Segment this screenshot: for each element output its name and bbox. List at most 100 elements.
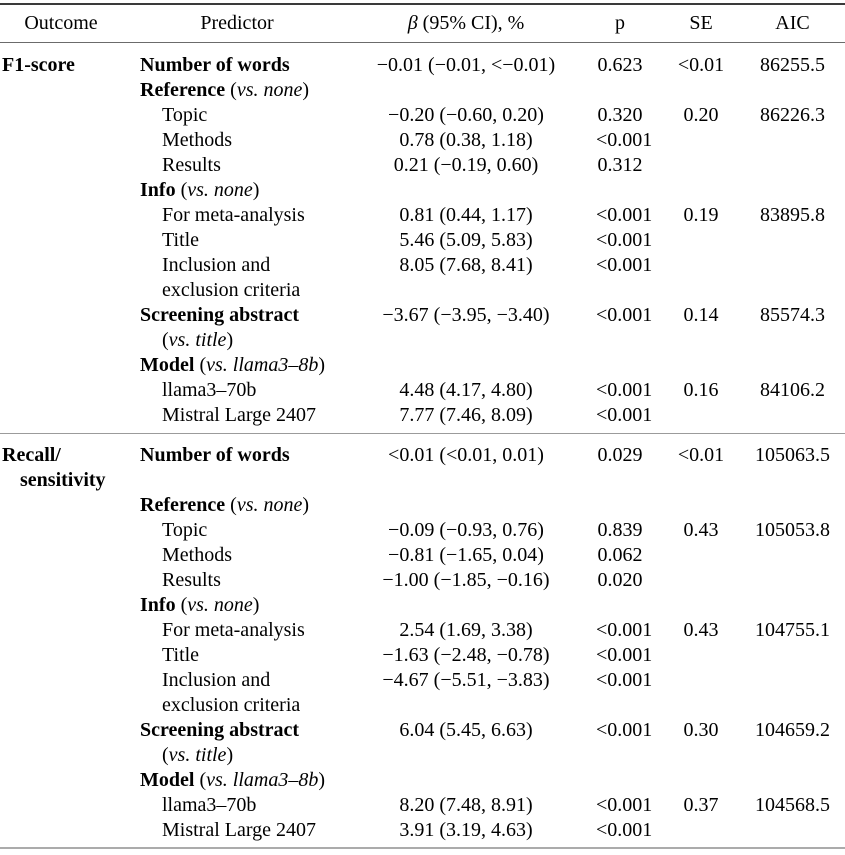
table-row: Inclusion and −4.67 (−5.51, −3.83) <0.001 xyxy=(0,668,845,693)
beta-ci-cell: 8.05 (7.68, 8.41) xyxy=(399,254,533,276)
table-row: Reference (vs. none) xyxy=(0,493,845,518)
predictor-cell: (vs. title) xyxy=(162,329,234,351)
aic-cell xyxy=(749,543,836,568)
predictor-cell: Reference (vs. none) xyxy=(140,79,310,101)
outcome-cell xyxy=(0,518,138,543)
beta-ci-cell: −1.63 (−2.48, −0.78) xyxy=(382,644,550,666)
aic-cell xyxy=(749,178,836,203)
p-value-cell: 0.623 xyxy=(597,54,643,76)
predictor-cell: Mistral Large 2407 xyxy=(162,819,317,841)
beta-ci-cell xyxy=(336,353,596,378)
beta-ci-cell: −0.81 (−1.65, 0.04) xyxy=(388,544,544,566)
table-rule-top xyxy=(0,3,845,5)
aic-cell xyxy=(749,353,836,378)
outcome-cell: Recall/ xyxy=(2,444,61,466)
aic-cell xyxy=(749,253,836,278)
se-cell: <0.01 xyxy=(677,54,725,76)
predictor-cell: Methods xyxy=(162,129,232,151)
outcome-cell xyxy=(0,303,138,328)
table-row: Recall/Number of words <0.01 (<0.01, 0.01… xyxy=(0,443,845,468)
p-value-cell xyxy=(596,278,644,303)
outcome-cell xyxy=(0,668,138,693)
column-header-p: p xyxy=(615,12,625,34)
beta-ci-cell: −0.09 (−0.93, 0.76) xyxy=(388,519,544,541)
aic-cell xyxy=(749,743,836,768)
p-value-cell xyxy=(596,328,644,353)
predictor-cell: Title xyxy=(162,229,200,251)
se-cell xyxy=(644,278,758,303)
outcome-cell xyxy=(0,568,138,593)
predictor-cell: Methods xyxy=(162,544,232,566)
se-cell xyxy=(644,228,758,253)
beta-ci-cell xyxy=(336,178,596,203)
outcome-cell: sensitivity xyxy=(20,469,106,491)
se-cell: 0.14 xyxy=(683,304,719,326)
se-cell xyxy=(644,153,758,178)
table-row: Mistral Large 2407 7.77 (7.46, 8.09) <0.00… xyxy=(0,403,845,428)
section-f1-score: F1-score Number of words −0.01 (−0.01, <−0… xyxy=(0,53,845,428)
se-cell: 0.20 xyxy=(683,104,719,126)
predictor-cell: exclusion criteria xyxy=(162,694,301,716)
beta-ci-cell: −4.67 (−5.51, −3.83) xyxy=(382,669,550,691)
beta-ci-cell xyxy=(336,328,596,353)
beta-ci-cell xyxy=(336,693,596,718)
table-row: exclusion criteria xyxy=(0,278,845,303)
outcome-cell xyxy=(0,153,138,178)
aic-cell: 83895.8 xyxy=(760,204,825,226)
se-cell: 0.30 xyxy=(683,719,719,741)
se-cell xyxy=(644,568,758,593)
se-cell: 0.16 xyxy=(683,379,719,401)
se-cell xyxy=(644,403,758,428)
p-value-cell: 0.020 xyxy=(597,569,643,591)
outcome-cell xyxy=(0,793,138,818)
beta-ci-cell xyxy=(336,278,596,303)
p-value-cell: <0.001 xyxy=(596,304,653,326)
aic-cell xyxy=(749,593,836,618)
p-value-cell: <0.001 xyxy=(596,819,653,841)
beta-ci-cell: 2.54 (1.69, 3.38) xyxy=(399,619,533,641)
beta-ci-cell: 0.81 (0.44, 1.17) xyxy=(399,204,533,226)
predictor-cell: llama3–70b xyxy=(162,794,257,816)
section-recall-sensitivity: Recall/Number of words <0.01 (<0.01, 0.01… xyxy=(0,443,845,843)
column-header-se: SE xyxy=(689,12,713,34)
outcome-cell xyxy=(0,328,138,353)
predictor-cell: Info (vs. none) xyxy=(140,179,260,201)
se-cell xyxy=(644,743,758,768)
table-row: Methods −0.81 (−1.65, 0.04) 0.062 xyxy=(0,543,845,568)
aic-cell xyxy=(749,228,836,253)
p-value-cell: <0.001 xyxy=(596,229,653,251)
p-value-cell: 0.029 xyxy=(597,444,643,466)
aic-cell xyxy=(749,768,836,793)
p-value-cell: 0.839 xyxy=(597,519,643,541)
p-value-cell: <0.001 xyxy=(596,254,653,276)
beta-ci-cell xyxy=(336,78,596,103)
table-header-row: Outcome Predictor β (95% CI), % p SE AIC xyxy=(0,5,845,43)
se-cell xyxy=(644,128,758,153)
regression-results-table: Outcome Predictor β (95% CI), % p SE AIC… xyxy=(0,3,845,849)
column-header-beta-ci: β (95% CI), % xyxy=(336,5,596,42)
table-row: For meta-analysis 0.81 (0.44, 1.17) <0.001… xyxy=(0,203,845,228)
outcome-cell xyxy=(0,693,138,718)
predictor-cell: For meta-analysis xyxy=(162,619,305,641)
se-cell xyxy=(644,643,758,668)
p-value-cell: <0.001 xyxy=(596,619,653,641)
aic-cell xyxy=(749,818,836,843)
predictor-cell: Info (vs. none) xyxy=(140,594,260,616)
se-cell xyxy=(644,818,758,843)
aic-cell: 104568.5 xyxy=(755,794,830,816)
outcome-cell: F1-score xyxy=(2,54,75,76)
p-value-cell xyxy=(596,78,644,103)
se-cell xyxy=(644,328,758,353)
se-cell xyxy=(644,493,758,518)
beta-ci-cell: −3.67 (−3.95, −3.40) xyxy=(382,304,550,326)
table-row: Mistral Large 2407 3.91 (3.19, 4.63) <0.00… xyxy=(0,818,845,843)
outcome-cell xyxy=(0,818,138,843)
beta-ci-cell xyxy=(336,493,596,518)
table-row: exclusion criteria xyxy=(0,693,845,718)
outcome-cell xyxy=(0,768,138,793)
outcome-cell xyxy=(0,643,138,668)
p-value-cell xyxy=(596,178,644,203)
table-row: For meta-analysis 2.54 (1.69, 3.38) <0.001… xyxy=(0,618,845,643)
outcome-cell xyxy=(0,403,138,428)
outcome-cell xyxy=(0,228,138,253)
